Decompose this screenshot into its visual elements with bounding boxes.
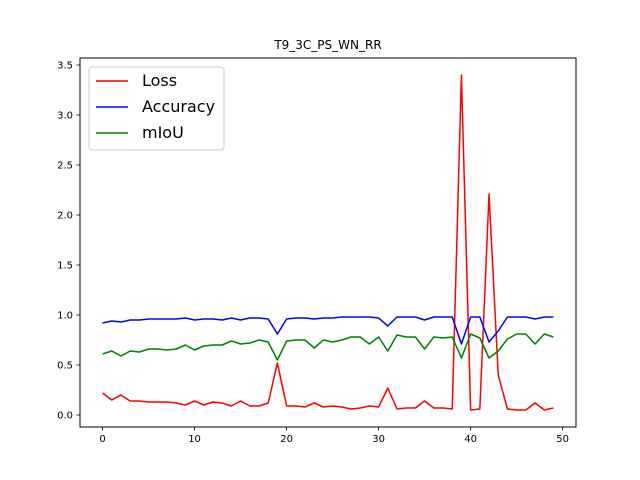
axes-frame — [79, 57, 577, 428]
x-tick-label: 0 — [99, 434, 105, 445]
series-line-loss — [102, 74, 554, 411]
y-tick-label: 3.0 — [57, 111, 73, 122]
x-axis: 0 10 20 30 40 50 — [99, 427, 569, 445]
chart-title: T9_3C_PS_WN_RR — [273, 38, 381, 52]
legend: Loss Accuracy mIoU — [88, 66, 225, 151]
y-tick-label: 2.0 — [57, 211, 73, 222]
series-line-accuracy — [102, 316, 554, 345]
legend-label: Accuracy — [142, 97, 215, 116]
y-axis: 0.0 0.5 1.0 1.5 2.0 2.5 3.0 3.5 — [57, 61, 80, 422]
x-tick-label: 40 — [464, 434, 477, 445]
legend-label: mIoU — [142, 123, 184, 142]
x-tick-label: 30 — [372, 434, 385, 445]
y-tick-label: 1.0 — [57, 311, 73, 322]
y-tick-label: 0.5 — [57, 361, 73, 372]
legend-box — [88, 66, 225, 151]
y-tick-label: 0.0 — [57, 411, 73, 422]
legend-label: Loss — [142, 71, 177, 90]
y-tick-label: 2.5 — [57, 161, 73, 172]
x-tick-label: 20 — [280, 434, 293, 445]
x-tick-label: 10 — [188, 434, 201, 445]
y-tick-label: 3.5 — [57, 61, 73, 72]
y-tick-label: 1.5 — [57, 261, 73, 272]
x-tick-label: 50 — [556, 434, 569, 445]
series-layer — [102, 74, 554, 411]
series-line-miou — [102, 333, 554, 361]
